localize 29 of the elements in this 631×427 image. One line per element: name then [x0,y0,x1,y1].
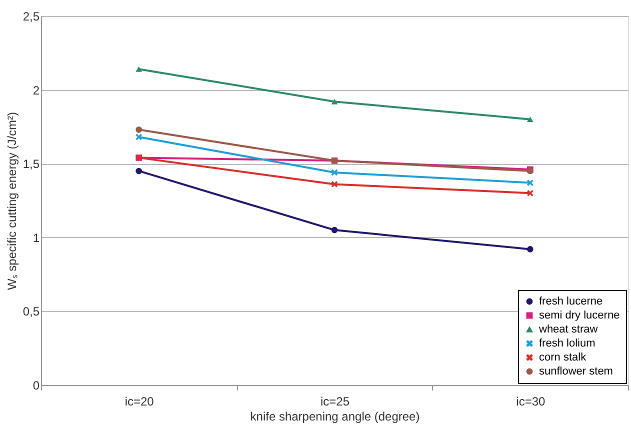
point [136,168,142,174]
point [527,246,534,252]
y-tick-label: 2 [32,83,40,98]
y-axis-title: Wₛ specific cutting energy (J/cm²) [4,112,19,290]
y-tick-label: 2,5 [22,10,40,24]
x-tick-label: ic=30 [516,394,546,408]
y-tick-label: 1 [32,230,40,245]
y-tick-label: 0,5 [22,304,40,319]
x-axis-title: knife sharpening angle (degree) [250,410,420,424]
legend-label: corn stalk [539,352,587,364]
point [527,116,534,122]
point [527,180,534,186]
point [331,169,338,176]
point [331,98,338,104]
legend-label: sunflower stem [539,366,613,378]
legend-label: wheat straw [538,324,598,336]
x-tick-label: ic=25 [320,394,350,408]
point [331,226,338,234]
point [527,190,534,196]
point [136,126,142,133]
point [136,66,142,72]
point [331,181,338,188]
x-tick-label: ic=20 [124,394,154,408]
y-tick-label: 0 [32,378,40,392]
legend-label: semi dry lucerne [539,310,620,322]
legend-label: fresh lolium [539,338,596,350]
y-tick-label: 1,5 [22,157,40,172]
point [136,134,142,140]
legend-label: fresh lucerne [539,296,603,308]
